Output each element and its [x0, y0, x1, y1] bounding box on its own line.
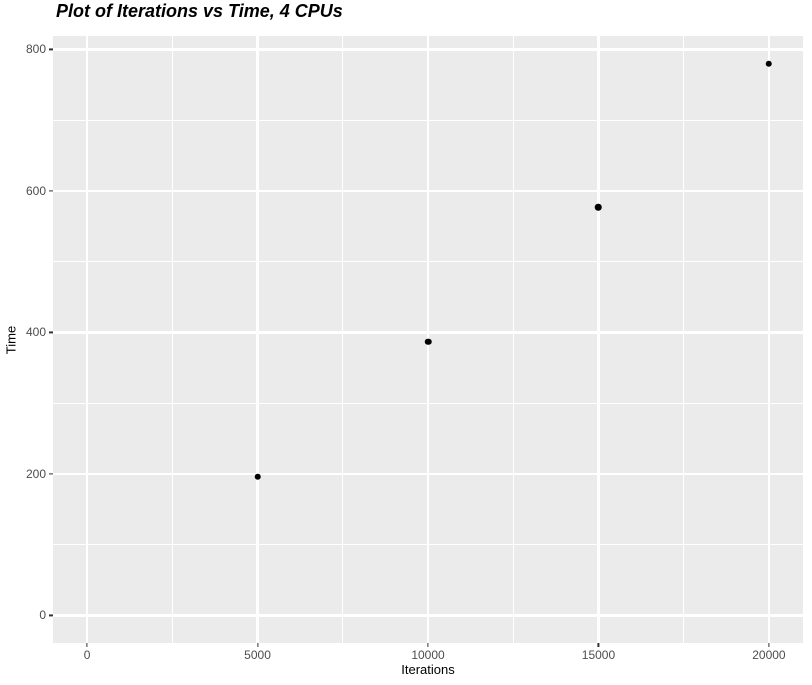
y-tick-label: 800: [25, 42, 46, 57]
y-tick-label: 200: [25, 466, 46, 481]
data-point: [595, 203, 602, 211]
x-tick-label: 10000: [411, 648, 445, 662]
y-tick-mark: [49, 331, 53, 334]
chart-title: Plot of Iterations vs Time, 4 CPUs: [56, 1, 343, 21]
x-tick-label: 20000: [752, 648, 786, 662]
y-axis-title: Time: [3, 325, 19, 355]
major-gridline-x: [767, 36, 771, 643]
x-axis-title: Iterations: [401, 662, 455, 677]
x-tick-mark: [597, 643, 600, 647]
major-gridline-x: [85, 36, 89, 643]
x-tick-mark: [768, 643, 770, 647]
y-tick-mark: [49, 614, 53, 616]
minor-gridline-x: [342, 36, 344, 643]
x-tick-label: 15000: [581, 648, 616, 662]
y-tick-mark: [49, 190, 53, 192]
y-tick-mark: [49, 48, 53, 51]
x-tick-mark: [256, 643, 259, 647]
y-tick-label: 0: [39, 608, 46, 623]
major-gridline-x: [256, 36, 259, 643]
data-point: [254, 473, 261, 480]
x-tick-label: 0: [83, 648, 91, 662]
minor-gridline-x: [512, 36, 514, 643]
minor-gridline-x: [683, 36, 685, 643]
y-tick-label: 400: [25, 325, 46, 340]
data-point: [765, 60, 773, 67]
y-tick-label: 600: [25, 183, 46, 198]
plot-panel: [53, 36, 803, 643]
x-tick-mark: [427, 643, 429, 647]
y-tick-mark: [49, 473, 53, 475]
major-gridline-x: [597, 36, 600, 643]
x-tick-label: 5000: [244, 648, 271, 662]
x-tick-mark: [86, 643, 88, 647]
minor-gridline-x: [171, 36, 173, 643]
data-point: [424, 338, 432, 345]
